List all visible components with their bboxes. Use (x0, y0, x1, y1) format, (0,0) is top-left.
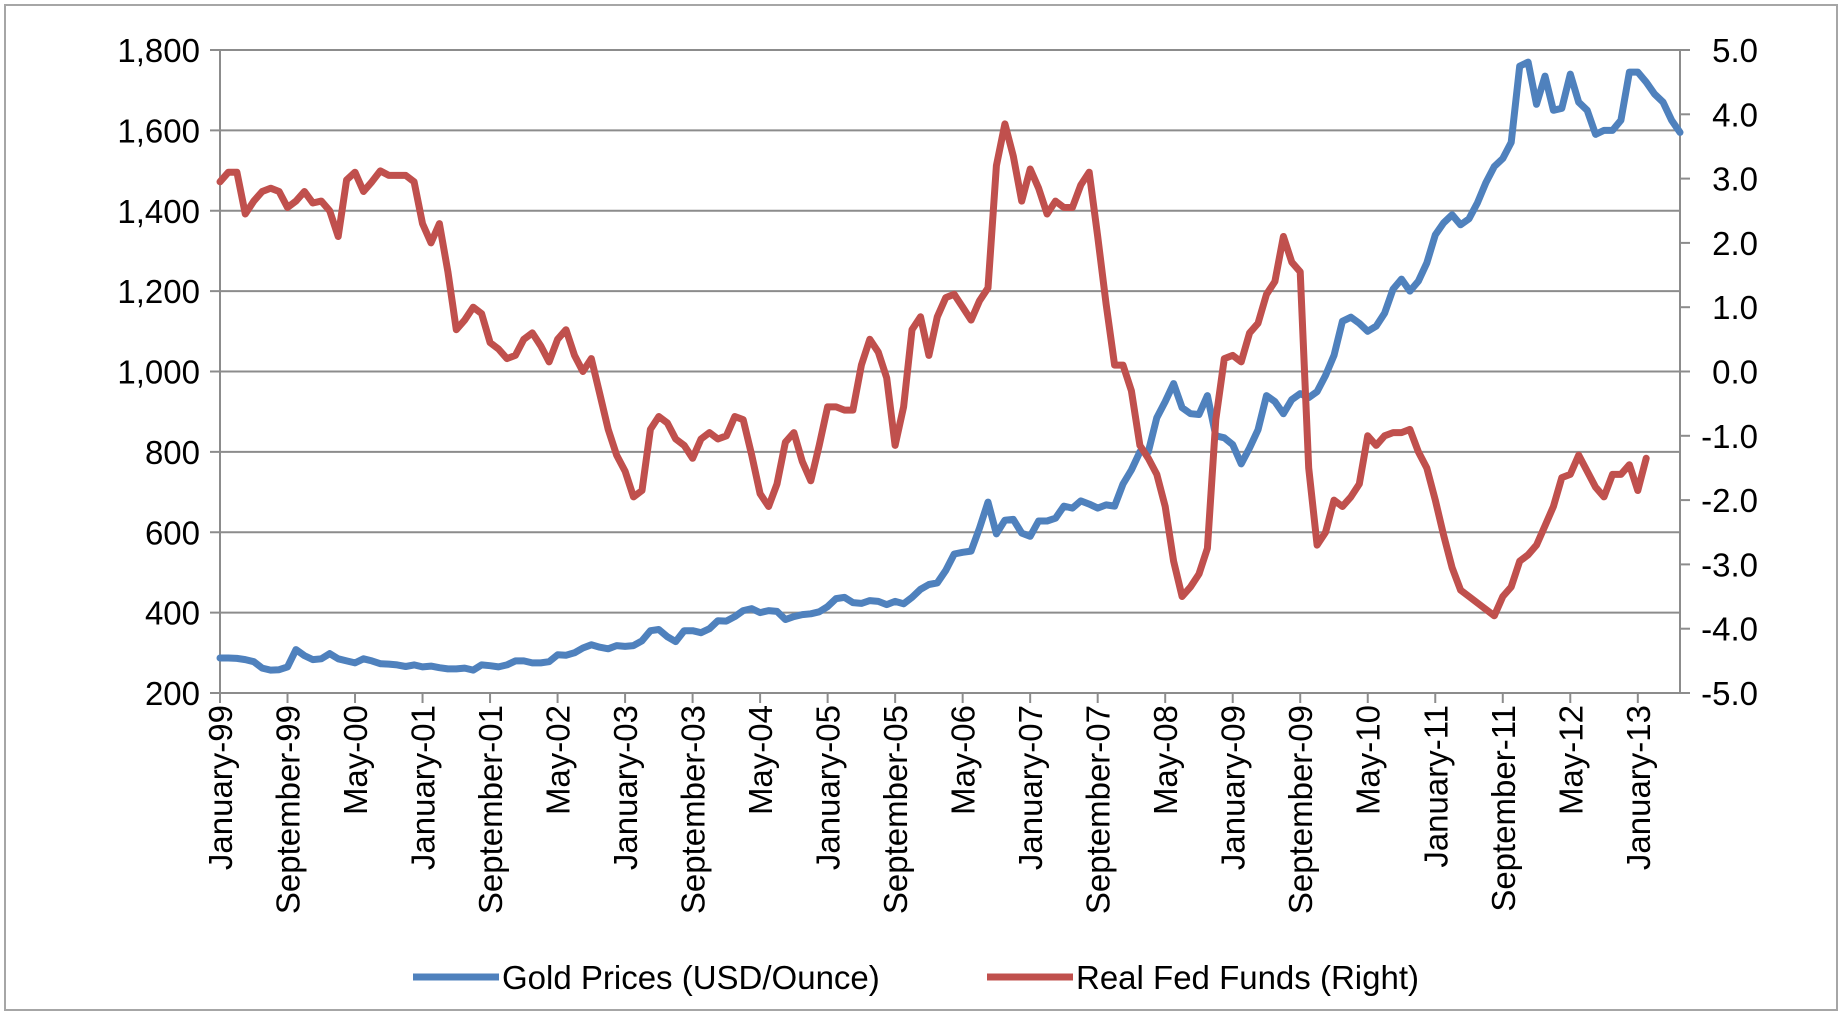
chart-frame (4, 4, 1838, 1011)
x-tick-label: September-11 (1485, 705, 1522, 912)
x-tick-label: May-04 (742, 705, 779, 815)
x-tick-label: January-05 (810, 705, 847, 870)
x-tick-label: September-05 (877, 705, 914, 914)
x-tick-label: September-03 (675, 705, 712, 914)
x-tick-label: May-08 (1147, 705, 1184, 815)
right-tick-label: 3.0 (1712, 161, 1758, 198)
left-tick-label: 800 (145, 434, 200, 471)
x-tick-label: September-09 (1282, 705, 1319, 914)
x-tick-label: January-13 (1620, 705, 1657, 870)
left-tick-label: 1,800 (117, 32, 200, 69)
right-tick-label: -2.0 (1701, 482, 1758, 519)
right-tick-label: -4.0 (1701, 611, 1758, 648)
right-tick-label: 0.0 (1712, 354, 1758, 391)
legend-label-fed: Real Fed Funds (Right) (1076, 959, 1419, 996)
x-tick-label: May-00 (337, 705, 374, 815)
real-fed-funds-line (216, 120, 1650, 620)
x-tick-label: September-99 (270, 705, 307, 914)
x-tick-label: January-01 (405, 705, 442, 870)
x-tick-label: May-06 (945, 705, 982, 815)
x-tick-label: January-99 (202, 705, 239, 870)
left-tick-label: 600 (145, 514, 200, 551)
left-tick-label: 1,400 (117, 193, 200, 230)
right-tick-label: 1.0 (1712, 289, 1758, 326)
left-tick-label: 200 (145, 675, 200, 712)
x-tick-label: January-09 (1215, 705, 1252, 870)
x-tick-label: January-07 (1012, 705, 1049, 870)
right-tick-label: -3.0 (1701, 546, 1758, 583)
left-tick-label: 1,000 (117, 354, 200, 391)
gold-price-line (216, 58, 1684, 674)
right-tick-label: -5.0 (1701, 675, 1758, 712)
x-tick-label: May-02 (540, 705, 577, 815)
x-tick-label: May-10 (1350, 705, 1387, 815)
axes (210, 49, 1690, 703)
series-lines (216, 58, 1684, 674)
x-tick-label: May-12 (1552, 705, 1589, 815)
right-tick-label: 2.0 (1712, 225, 1758, 262)
right-tick-label: 4.0 (1712, 96, 1758, 133)
tick-labels: 200 400 600 800 1,000 1,200 1,400 1,600 1,800 -5.… (117, 32, 1758, 914)
right-tick-label: 5.0 (1712, 32, 1758, 69)
x-tick-label: January-11 (1417, 705, 1454, 868)
left-tick-label: 1,200 (117, 273, 200, 310)
x-tick-label: January-03 (607, 705, 644, 870)
legend-label-gold: Gold Prices (USD/Ounce) (502, 959, 880, 996)
left-tick-label: 400 (145, 595, 200, 632)
left-tick-label: 1,600 (117, 112, 200, 149)
x-tick-label: September-01 (472, 705, 509, 914)
legend: Gold Prices (USD/Ounce) Real Fed Funds (… (413, 959, 1419, 996)
right-tick-label: -1.0 (1701, 418, 1758, 455)
grid-lines (220, 49, 1680, 694)
x-tick-label: September-07 (1080, 705, 1117, 914)
